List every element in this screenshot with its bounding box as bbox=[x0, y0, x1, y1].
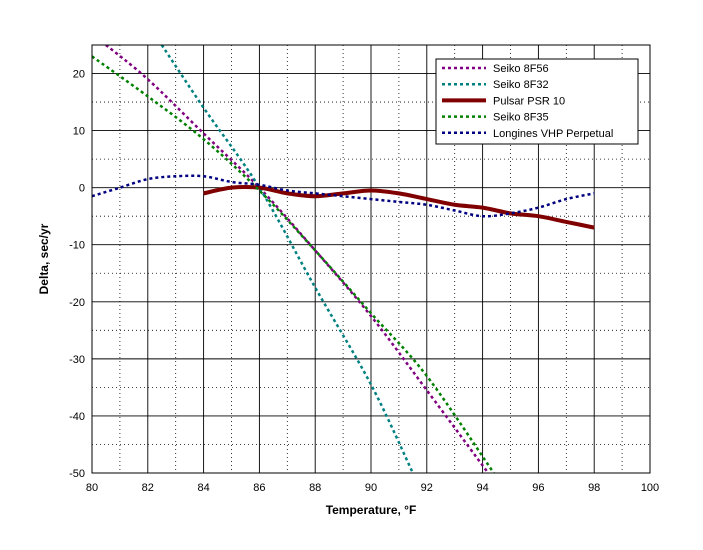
series-line bbox=[92, 55, 495, 473]
legend-label: Seiko 8F35 bbox=[493, 112, 549, 124]
x-tick-label: 80 bbox=[86, 482, 98, 494]
y-tick-label: 0 bbox=[79, 183, 85, 195]
y-tick-label: -40 bbox=[69, 411, 85, 423]
y-axis-label: Delta, sec/yr bbox=[37, 223, 51, 294]
legend: Seiko 8F56 Seiko 8F32 Pulsar PSR 10 Seiko 8… bbox=[435, 58, 639, 145]
x-axis-label: Temperature, °F bbox=[326, 503, 417, 517]
series-line bbox=[92, 174, 595, 218]
y-tick-label: 20 bbox=[73, 69, 85, 81]
series-line bbox=[160, 45, 414, 473]
legend-label: Seiko 8F56 bbox=[493, 63, 549, 75]
x-tick-label: 100 bbox=[641, 482, 659, 494]
legend-label: Pulsar PSR 10 bbox=[493, 95, 565, 107]
series-line bbox=[203, 184, 595, 230]
x-tick-label: 98 bbox=[588, 482, 600, 494]
legend-label: Seiko 8F32 bbox=[493, 79, 549, 91]
y-tick-label: -30 bbox=[69, 354, 85, 366]
y-tick-label: -20 bbox=[69, 297, 85, 309]
x-tick-label: 90 bbox=[365, 482, 377, 494]
plot-area bbox=[91, 44, 651, 474]
x-tick-label: 86 bbox=[253, 482, 265, 494]
x-tick-label: 96 bbox=[532, 482, 544, 494]
legend-label: Longines VHP Perpetual bbox=[493, 128, 613, 140]
y-tick-label: -50 bbox=[69, 468, 85, 480]
y-tick-label: -10 bbox=[69, 240, 85, 252]
x-tick-label: 92 bbox=[421, 482, 433, 494]
x-tick-label: 94 bbox=[476, 482, 488, 494]
x-tick-label: 82 bbox=[142, 482, 154, 494]
x-tick-label: 88 bbox=[309, 482, 321, 494]
series-line bbox=[105, 45, 490, 473]
x-tick-label: 84 bbox=[197, 482, 209, 494]
y-tick-label: 10 bbox=[73, 126, 85, 138]
